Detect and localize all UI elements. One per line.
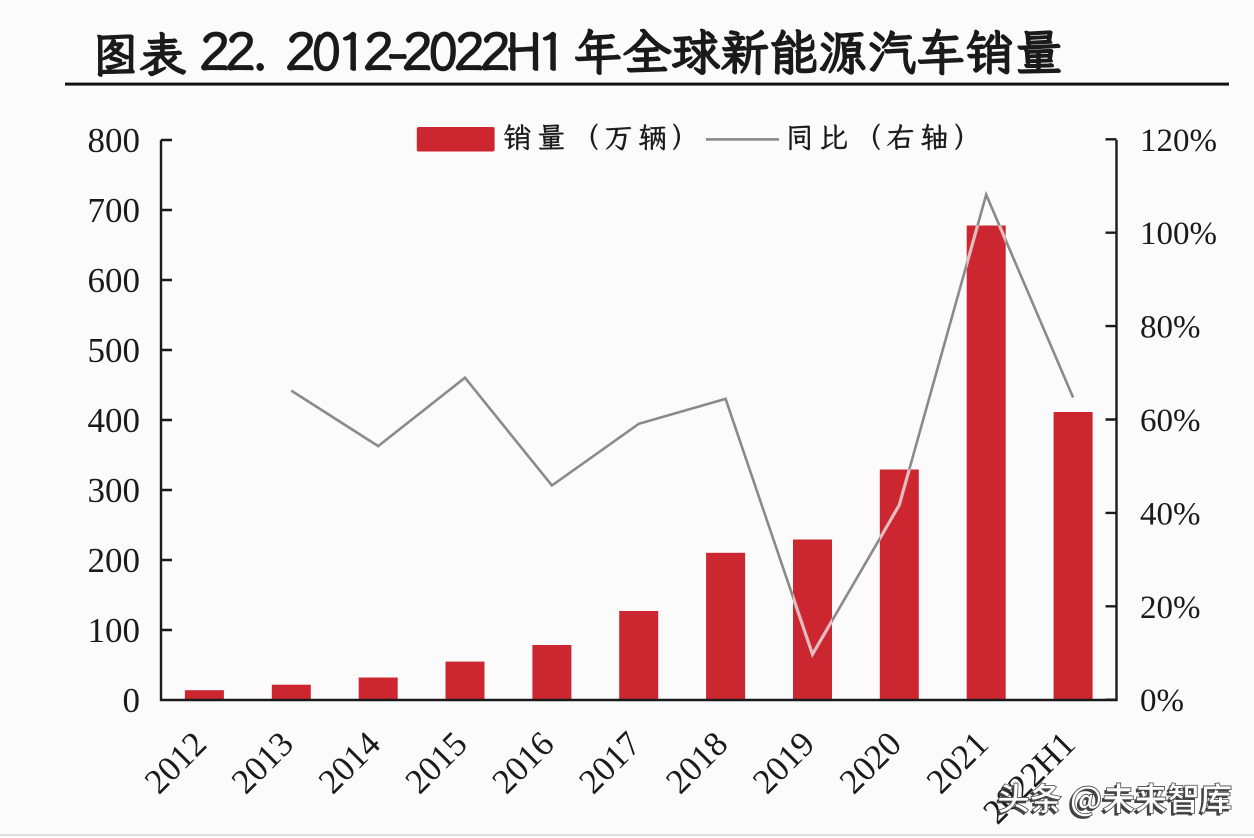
svg-text:80%: 80% — [1140, 310, 1201, 346]
svg-text:100: 100 — [88, 611, 141, 650]
svg-text:20%: 20% — [1140, 590, 1201, 626]
svg-text:300: 300 — [88, 471, 141, 510]
svg-text:100%: 100% — [1140, 216, 1217, 252]
svg-text:0: 0 — [123, 681, 141, 720]
svg-text:40%: 40% — [1140, 496, 1201, 532]
svg-text:0%: 0% — [1140, 683, 1184, 719]
svg-text:600: 600 — [88, 261, 141, 300]
svg-text:500: 500 — [88, 331, 141, 370]
svg-text:60%: 60% — [1140, 403, 1201, 439]
svg-text:700: 700 — [88, 191, 141, 230]
svg-text:120%: 120% — [1140, 123, 1217, 159]
svg-text:800: 800 — [88, 121, 141, 160]
svg-text:400: 400 — [88, 401, 141, 440]
svg-text:200: 200 — [88, 541, 141, 580]
